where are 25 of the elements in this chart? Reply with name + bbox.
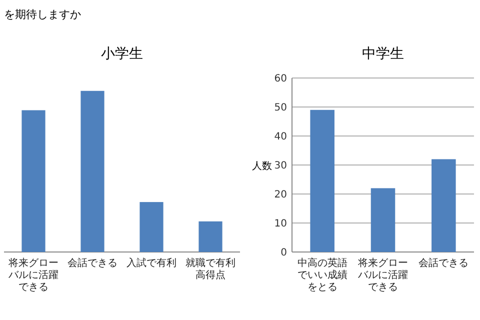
bar (432, 159, 456, 252)
x-tick-label: 会話できる (418, 257, 469, 269)
bar (198, 221, 222, 252)
y-tick-label: 10 (274, 218, 287, 230)
y-axis-title: 人数 (252, 161, 272, 172)
y-tick-label: 60 (274, 74, 287, 84)
x-tick-label: 入試で有利 (126, 257, 176, 269)
y-tick-label: 30 (274, 160, 287, 172)
x-tick-label: 中高の英語でいい成績をとる (297, 257, 348, 293)
y-tick-label: 20 (274, 190, 287, 200)
y-tick-label: 40 (274, 132, 287, 142)
x-tick-label: 会話できる (68, 257, 118, 269)
chart-title: 小学生 (101, 46, 143, 62)
bar (370, 188, 396, 252)
bar (140, 202, 164, 252)
x-tick-label: 就職で有利高得点 (186, 257, 236, 281)
bar (22, 110, 46, 252)
bar (80, 90, 104, 252)
y-tick-label: 50 (274, 102, 287, 114)
x-tick-label: 将来グローバルに活躍できる (357, 257, 408, 293)
chart-title: 中学生 (362, 46, 404, 62)
text: を期待しますか (4, 8, 81, 21)
x-tick-label: 将来グローバルに活躍できる (8, 257, 58, 293)
y-tick-label: 0 (280, 248, 287, 258)
bar (310, 110, 334, 252)
